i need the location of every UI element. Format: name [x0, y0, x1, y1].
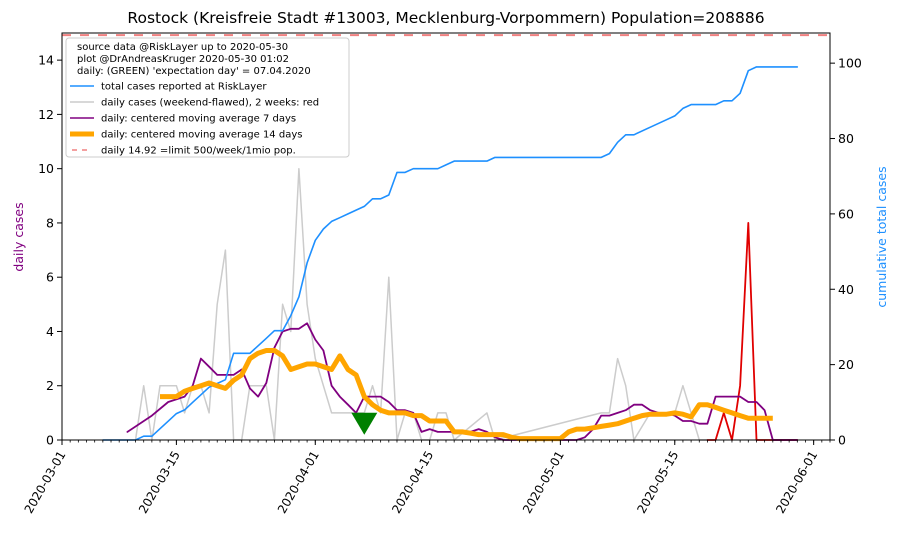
x-tick-label: 2020-04-15	[389, 449, 436, 516]
legend-header-line: source data @RiskLayer up to 2020-05-30	[77, 42, 288, 53]
x-tick-label: 2020-03-15	[136, 449, 183, 516]
total-cases-line	[102, 66, 799, 441]
legend-entry-label: total cases reported at RiskLayer	[101, 82, 267, 93]
y-tick-label-right: 100	[838, 56, 862, 71]
y-tick-label-left: 4	[46, 324, 54, 339]
y-axis-label-right: cumulative total cases	[874, 166, 889, 307]
ma14-line	[160, 348, 773, 442]
y-tick-label-left: 10	[38, 161, 54, 176]
y-tick-label-left: 14	[38, 53, 54, 68]
x-tick-label: 2020-05-01	[520, 449, 567, 516]
x-tick-label: 2020-05-15	[634, 449, 681, 516]
y-tick-label-left: 8	[46, 215, 54, 230]
y-tick-label-right: 40	[838, 282, 854, 297]
plot-area	[62, 34, 830, 442]
y-tick-label-left: 12	[38, 107, 54, 122]
y-tick-label-left: 6	[46, 270, 54, 285]
x-tick-label: 2020-03-01	[22, 449, 69, 516]
y-tick-label-left: 0	[46, 433, 54, 448]
y-tick-label-right: 80	[838, 131, 854, 146]
legend-entry-label: daily: centered moving average 14 days	[101, 130, 302, 141]
y-tick-label-right: 20	[838, 357, 854, 372]
expectation-day-marker	[351, 412, 378, 435]
legend-entry-label: daily 14.92 =limit 500/week/1mio pop.	[101, 146, 296, 157]
legend-header-line: plot @DrAndreasKruger 2020-05-30 01:02	[77, 54, 289, 65]
legend: source data @RiskLayer up to 2020-05-30p…	[65, 37, 350, 158]
legend-entry-label: daily: centered moving average 7 days	[101, 114, 296, 125]
y-tick-label-right: 60	[838, 206, 854, 221]
ma7-line	[126, 322, 799, 441]
legend-box	[65, 37, 350, 158]
legend-header-line: daily: (GREEN) 'expectation day' = 07.04…	[77, 66, 311, 77]
y-tick-label-left: 2	[46, 378, 54, 393]
x-tick-label: 2020-04-01	[275, 449, 322, 516]
y-tick-label-right: 0	[838, 433, 846, 448]
y-axis-label-left: daily cases	[11, 202, 26, 271]
daily-cases-line	[102, 167, 709, 441]
x-tick-label: 2020-06-01	[773, 449, 820, 516]
chart-title: Rostock (Kreisfreie Stadt #13003, Meckle…	[127, 9, 764, 27]
legend-entry-label: daily cases (weekend-flawed), 2 weeks: r…	[101, 98, 319, 109]
